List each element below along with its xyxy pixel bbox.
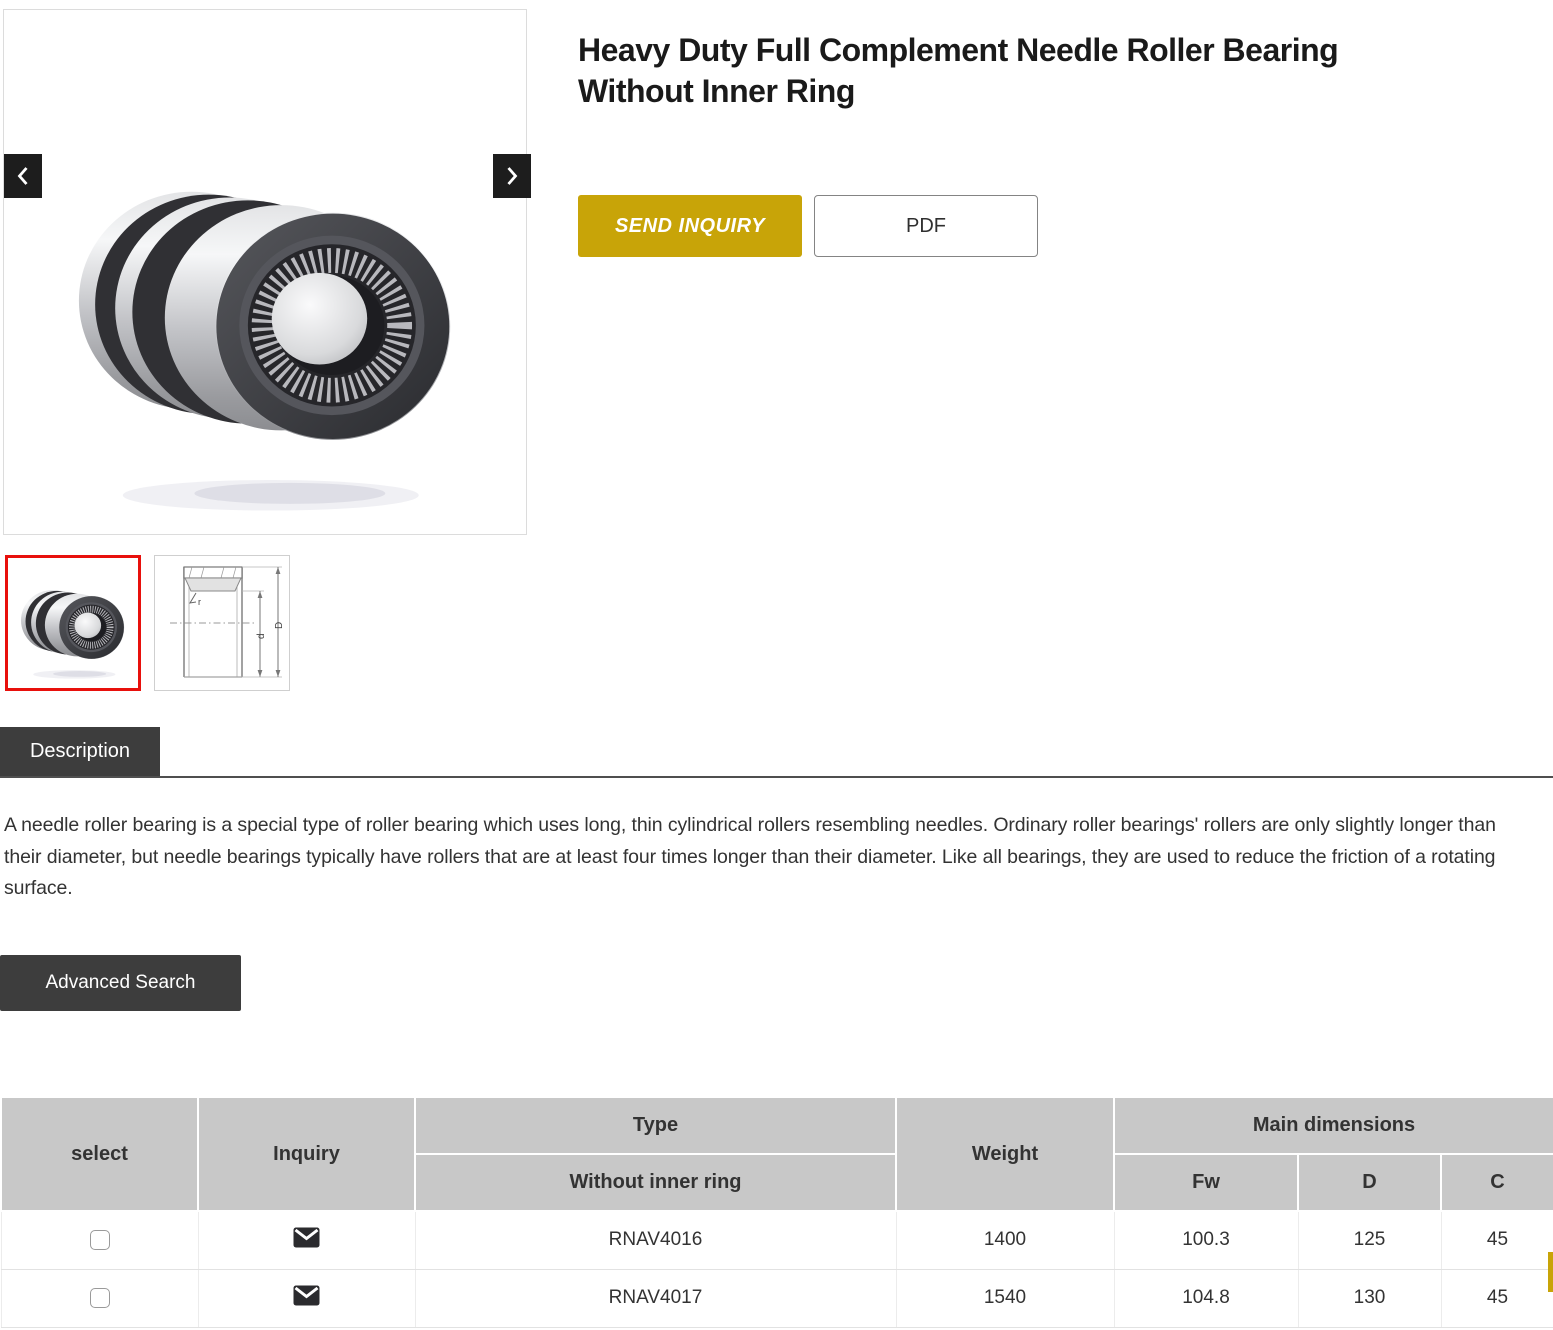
select-checkbox[interactable] [89,1287,110,1308]
col-subheader-without-inner-ring: Without inner ring [414,1153,897,1212]
pdf-button[interactable]: PDF [814,195,1038,257]
cell-model: RNAV4017 [414,1268,897,1328]
tab-description[interactable]: Description [0,727,160,776]
advanced-search-button[interactable]: Advanced Search [0,955,241,1011]
scroll-accent-bar [1548,1252,1553,1292]
prev-arrow-button[interactable] [4,154,42,198]
select-checkbox[interactable] [89,1230,110,1251]
drawing-label-D: D [274,622,285,629]
page-title: Heavy Duty Full Complement Needle Roller… [578,32,1339,109]
send-inquiry-button[interactable]: SEND INQUIRY [578,195,802,257]
col-subheader-c: C [1440,1153,1553,1212]
cell-d: 125 [1297,1210,1442,1270]
next-arrow-button[interactable] [493,154,531,198]
col-header-select: select [0,1096,199,1212]
col-subheader-fw: Fw [1113,1153,1299,1212]
col-subheader-d: D [1297,1153,1442,1212]
col-header-type: Type [414,1096,897,1155]
cell-d: 130 [1297,1268,1442,1328]
thumbnail-drawing[interactable]: r d D [154,555,290,691]
cell-inquiry [197,1210,416,1270]
cell-c: 45 [1440,1210,1553,1270]
cell-select [0,1268,199,1328]
main-image-frame [3,9,531,535]
drawing-label-d: d [256,633,267,639]
cell-weight: 1540 [895,1268,1115,1328]
thumbnail-photo[interactable] [5,555,141,691]
cell-fw: 100.3 [1113,1210,1299,1270]
cell-select [0,1210,199,1270]
drawing-label-r: r [198,597,201,607]
cell-weight: 1400 [895,1210,1115,1270]
cell-c: 45 [1440,1268,1553,1328]
table-row-rnav4017: RNAV4017 1540 104.8 130 45 [0,1268,1553,1328]
product-photo-bearing [46,102,486,522]
chevron-left-icon [17,167,28,185]
description-text: A needle roller bearing is a special typ… [4,814,1496,899]
chevron-right-icon [507,167,518,185]
thumbnail-strip: r d D [5,555,290,691]
cell-inquiry [197,1268,416,1328]
col-header-main-dimensions: Main dimensions [1113,1096,1553,1155]
envelope-icon[interactable] [293,1227,320,1248]
tab-underline [0,776,1553,778]
cell-fw: 104.8 [1113,1268,1299,1328]
products-table: select Inquiry Type Weight Main dimensio… [0,1096,1553,1328]
technical-drawing-image: r d D [170,566,285,678]
envelope-icon[interactable] [293,1285,320,1306]
cell-model: RNAV4016 [414,1210,897,1270]
action-buttons: SEND INQUIRY PDF [578,195,1038,257]
col-header-weight: Weight [895,1096,1115,1212]
bearing-thumb-image [12,565,134,682]
col-header-inquiry: Inquiry [197,1096,416,1212]
table-row-rnav4016: RNAV4016 1400 100.3 125 45 [0,1210,1553,1270]
